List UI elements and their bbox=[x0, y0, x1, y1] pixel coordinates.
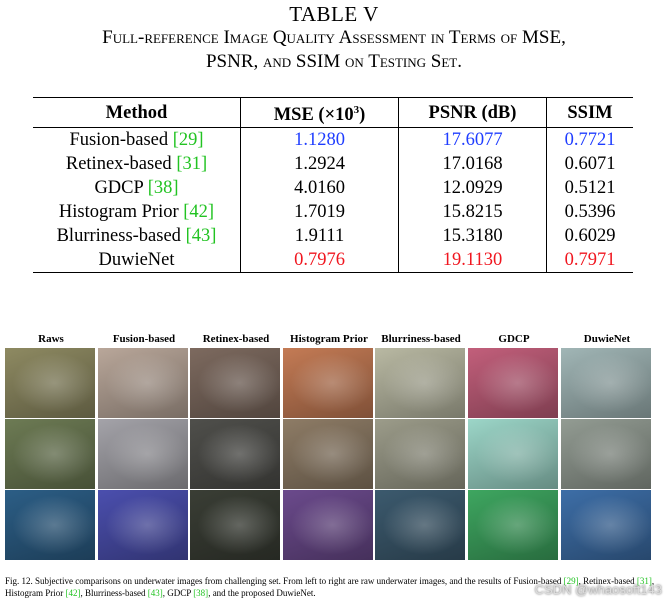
underwater-image bbox=[98, 348, 188, 418]
cell-ssim: 0.5121 bbox=[564, 178, 616, 199]
cell-method: Blurriness-based [43] bbox=[33, 224, 241, 249]
underwater-image bbox=[375, 490, 465, 560]
table-title: TABLE V bbox=[289, 2, 379, 26]
table-row: Retinex-based [31] 1.2924 17.0168 0.6071 bbox=[33, 152, 633, 177]
cell-psnr: 19.1130 bbox=[398, 248, 547, 274]
figure-column-label: Histogram Prior bbox=[290, 333, 368, 345]
caption-text: Fig. 12. Subjective comparisons on under… bbox=[5, 576, 564, 586]
cell-method: DuwieNet bbox=[33, 248, 241, 274]
underwater-image bbox=[561, 419, 651, 489]
watermark: CSDN @whaosoft143 bbox=[534, 582, 662, 597]
header-mse-suffix: ) bbox=[359, 105, 366, 126]
underwater-image bbox=[98, 419, 188, 489]
figure-caption: Fig. 12. Subjective comparisons on under… bbox=[5, 575, 665, 599]
table-row: Fusion-based [29] 1.1280 17.6077 0.7721 bbox=[33, 127, 633, 153]
header-mse-exp: 3 bbox=[353, 104, 360, 116]
method-name: Fusion-based bbox=[69, 130, 169, 151]
underwater-image bbox=[468, 490, 558, 560]
cell-psnr: 15.8215 bbox=[398, 200, 547, 225]
figure-column-label: Raws bbox=[38, 333, 64, 345]
table-caption-line2: PSNR, and SSIM on Testing Set. bbox=[205, 51, 462, 72]
cell-mse: 4.0160 bbox=[240, 176, 399, 201]
underwater-image bbox=[5, 419, 95, 489]
cell-mse: 1.7019 bbox=[240, 200, 399, 225]
header-mse-prefix: MSE (×10 bbox=[273, 105, 354, 126]
caption-text: , Retinex-based bbox=[578, 576, 637, 586]
results-table: Method MSE (×103) PSNR (dB) SSIM Fusion-… bbox=[33, 96, 633, 274]
table-caption-line1: Full-reference Image Quality Assessment … bbox=[102, 27, 566, 48]
underwater-image bbox=[283, 419, 373, 489]
caption-ref: [38] bbox=[193, 588, 209, 598]
cell-psnr: 12.0929 bbox=[398, 176, 547, 201]
cell-mse: 1.2924 bbox=[240, 152, 399, 177]
cell-ssim: 0.6029 bbox=[564, 226, 616, 247]
cell-mse: 0.7976 bbox=[240, 248, 399, 274]
method-name: Retinex-based bbox=[65, 154, 172, 175]
cell-psnr: 15.3180 bbox=[398, 224, 547, 249]
figure-column-label: Blurriness-based bbox=[381, 333, 461, 345]
caption-ref: [29] bbox=[563, 576, 579, 586]
figure-column-label: Fusion-based bbox=[112, 333, 176, 345]
cell-method: Retinex-based [31] bbox=[33, 152, 241, 177]
method-ref: [38] bbox=[147, 178, 179, 199]
header-psnr: PSNR (dB) bbox=[398, 96, 547, 129]
figure-column-label: DuwieNet bbox=[583, 333, 631, 345]
header-ssim: SSIM bbox=[546, 96, 633, 129]
method-ref: [29] bbox=[172, 130, 204, 151]
caption-text: , GDCP bbox=[162, 588, 194, 598]
method-name: DuwieNet bbox=[98, 250, 175, 271]
underwater-image bbox=[5, 348, 95, 418]
cell-psnr: 17.0168 bbox=[398, 152, 547, 177]
method-ref: [43] bbox=[185, 226, 217, 247]
cell-ssim: 0.6071 bbox=[564, 154, 616, 175]
table-row: Histogram Prior [42] 1.7019 15.8215 0.5396 bbox=[33, 200, 633, 225]
method-ref: [31] bbox=[176, 154, 208, 175]
header-mse: MSE (×103) bbox=[240, 96, 399, 129]
cell-method: Fusion-based [29] bbox=[33, 127, 241, 153]
method-name: Blurriness-based bbox=[56, 226, 181, 247]
underwater-image bbox=[561, 490, 651, 560]
underwater-image bbox=[190, 490, 280, 560]
table-row: Blurriness-based [43] 1.9111 15.3180 0.6029 bbox=[33, 224, 633, 249]
table-header-row: Method MSE (×103) PSNR (dB) SSIM bbox=[33, 96, 633, 129]
method-ref: [42] bbox=[183, 202, 215, 223]
cell-psnr: 17.6077 bbox=[398, 127, 547, 153]
underwater-image bbox=[283, 490, 373, 560]
caption-text: , Histogram Prior bbox=[5, 576, 655, 598]
caption-ref: [42] bbox=[65, 588, 81, 598]
cell-ssim: 0.7971 bbox=[546, 248, 633, 274]
cell-mse: 1.9111 bbox=[240, 224, 399, 249]
caption-ref: [31] bbox=[636, 576, 652, 586]
cell-method: GDCP [38] bbox=[33, 176, 241, 201]
underwater-image bbox=[561, 348, 651, 418]
underwater-image bbox=[375, 419, 465, 489]
underwater-image bbox=[283, 348, 373, 418]
cell-method: Histogram Prior [42] bbox=[33, 200, 241, 225]
underwater-image bbox=[190, 348, 280, 418]
table-body: Fusion-based [29] 1.1280 17.6077 0.7721 Reti… bbox=[33, 127, 633, 274]
underwater-image bbox=[468, 348, 558, 418]
table-row: DuwieNet 0.7976 19.1130 0.7971 bbox=[33, 248, 633, 274]
underwater-image bbox=[190, 419, 280, 489]
cell-mse: 1.1280 bbox=[240, 127, 399, 153]
caption-text: , and the proposed DuwieNet. bbox=[208, 588, 316, 598]
caption-text: , Blurriness-based bbox=[80, 588, 148, 598]
underwater-image bbox=[468, 419, 558, 489]
caption-ref: [43] bbox=[147, 588, 163, 598]
underwater-image bbox=[5, 490, 95, 560]
underwater-image bbox=[98, 490, 188, 560]
cell-ssim: 0.5396 bbox=[564, 202, 616, 223]
table-row: GDCP [38] 4.0160 12.0929 0.5121 bbox=[33, 176, 633, 201]
figure-column-label: Retinex-based bbox=[202, 333, 270, 345]
header-method: Method bbox=[33, 96, 241, 129]
figure-column-label: GDCP bbox=[498, 333, 530, 345]
table-caption: Full-reference Image Quality Assessment … bbox=[0, 26, 668, 74]
method-name: GDCP bbox=[94, 178, 144, 199]
cell-ssim: 0.7721 bbox=[564, 130, 616, 151]
method-name: Histogram Prior bbox=[58, 202, 179, 223]
underwater-image bbox=[375, 348, 465, 418]
